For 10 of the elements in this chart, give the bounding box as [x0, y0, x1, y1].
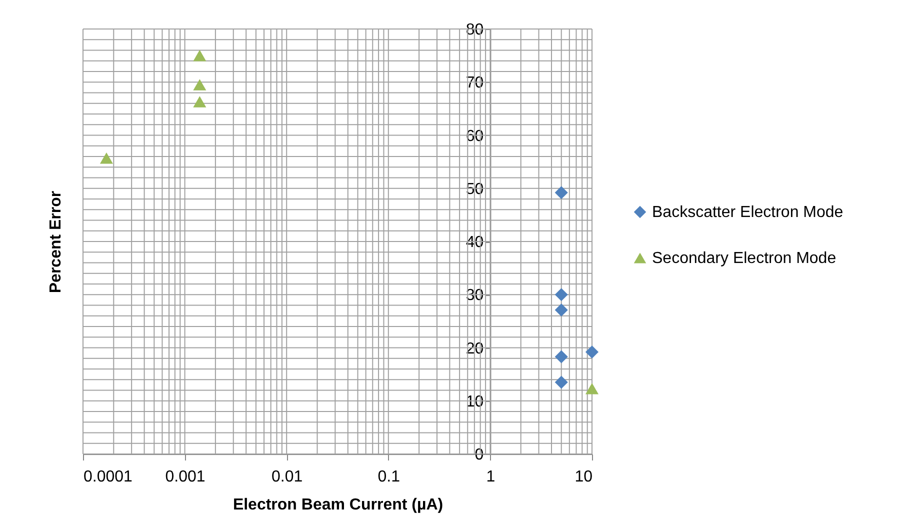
x-tick-label: 0.1 [378, 468, 400, 486]
x-axis-title: Electron Beam Current (µA) [232, 496, 444, 514]
x-tick-label: 1 [486, 468, 496, 486]
y-axis-title: Percent Error [48, 190, 64, 294]
x-tick-label: 10 [574, 468, 593, 486]
x-tick-label: 0.0001 [84, 468, 133, 486]
legend-label: Secondary Electron Mode [652, 250, 836, 267]
x-tick-label: 0.01 [272, 468, 303, 486]
x-tick-label: 0.001 [165, 468, 206, 486]
legend-label: Backscatter Electron Mode [652, 204, 844, 221]
